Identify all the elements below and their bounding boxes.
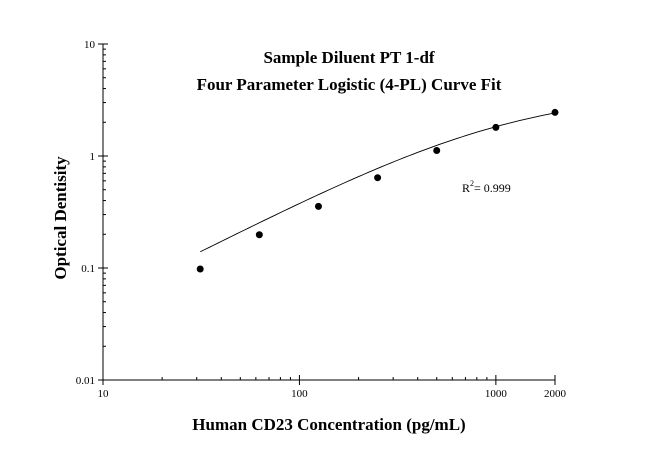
x-tick-label: 1000 <box>485 388 508 400</box>
tick-labels: 0.01 0.1 1 10 10 100 1000 2000 <box>76 39 567 400</box>
data-point <box>374 174 382 182</box>
data-point <box>492 123 500 131</box>
y-axis-label: Optical Dentisity <box>51 156 70 280</box>
data-point <box>433 146 441 154</box>
y-tick-label: 10 <box>84 39 96 51</box>
x-tick-label: 2000 <box>544 388 567 400</box>
x-axis-label: Human CD23 Concentration (pg/mL) <box>192 415 465 434</box>
y-tick-label: 0.1 <box>81 263 95 275</box>
y-tick-label: 0.01 <box>76 375 95 387</box>
x-tick-label: 100 <box>291 388 308 400</box>
x-tick-label: 10 <box>98 388 110 400</box>
axes <box>102 44 555 381</box>
chart-title: Sample Diluent PT 1-df <box>263 48 434 67</box>
data-points <box>196 108 559 273</box>
data-point <box>551 108 559 116</box>
data-point <box>196 265 204 273</box>
y-tick-label: 1 <box>90 151 96 163</box>
chart-subtitle: Four Parameter Logistic (4-PL) Curve Fit <box>197 75 502 94</box>
axis-ticks <box>98 43 556 385</box>
data-point <box>255 231 263 239</box>
data-point <box>314 202 322 210</box>
r-squared-annotation: R2= 0.999 <box>462 179 511 195</box>
